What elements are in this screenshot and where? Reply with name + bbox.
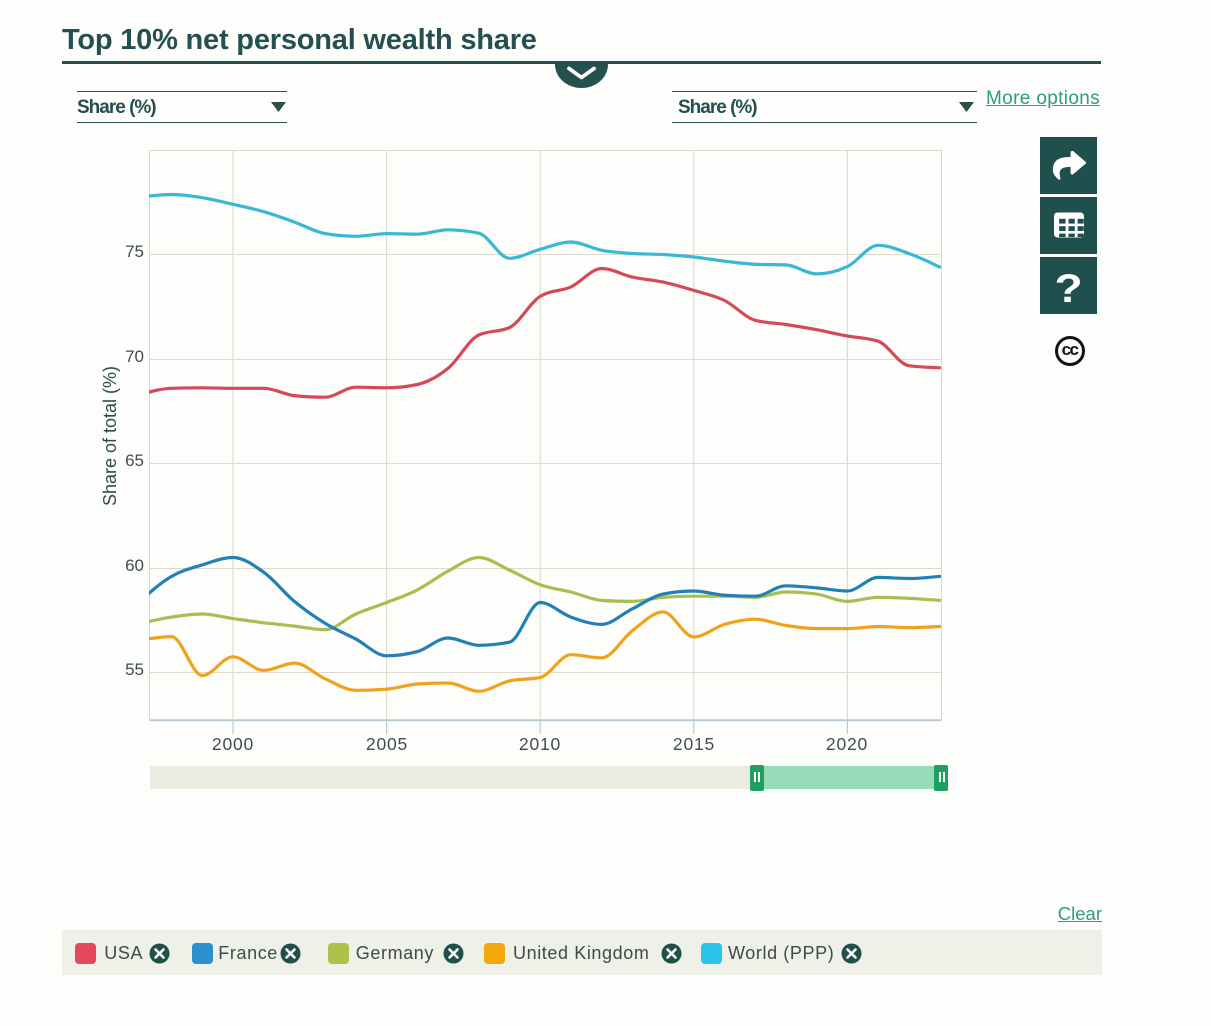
svg-text:?: ?: [1054, 267, 1082, 312]
svg-text:Share of total (%): Share of total (%): [100, 366, 120, 506]
